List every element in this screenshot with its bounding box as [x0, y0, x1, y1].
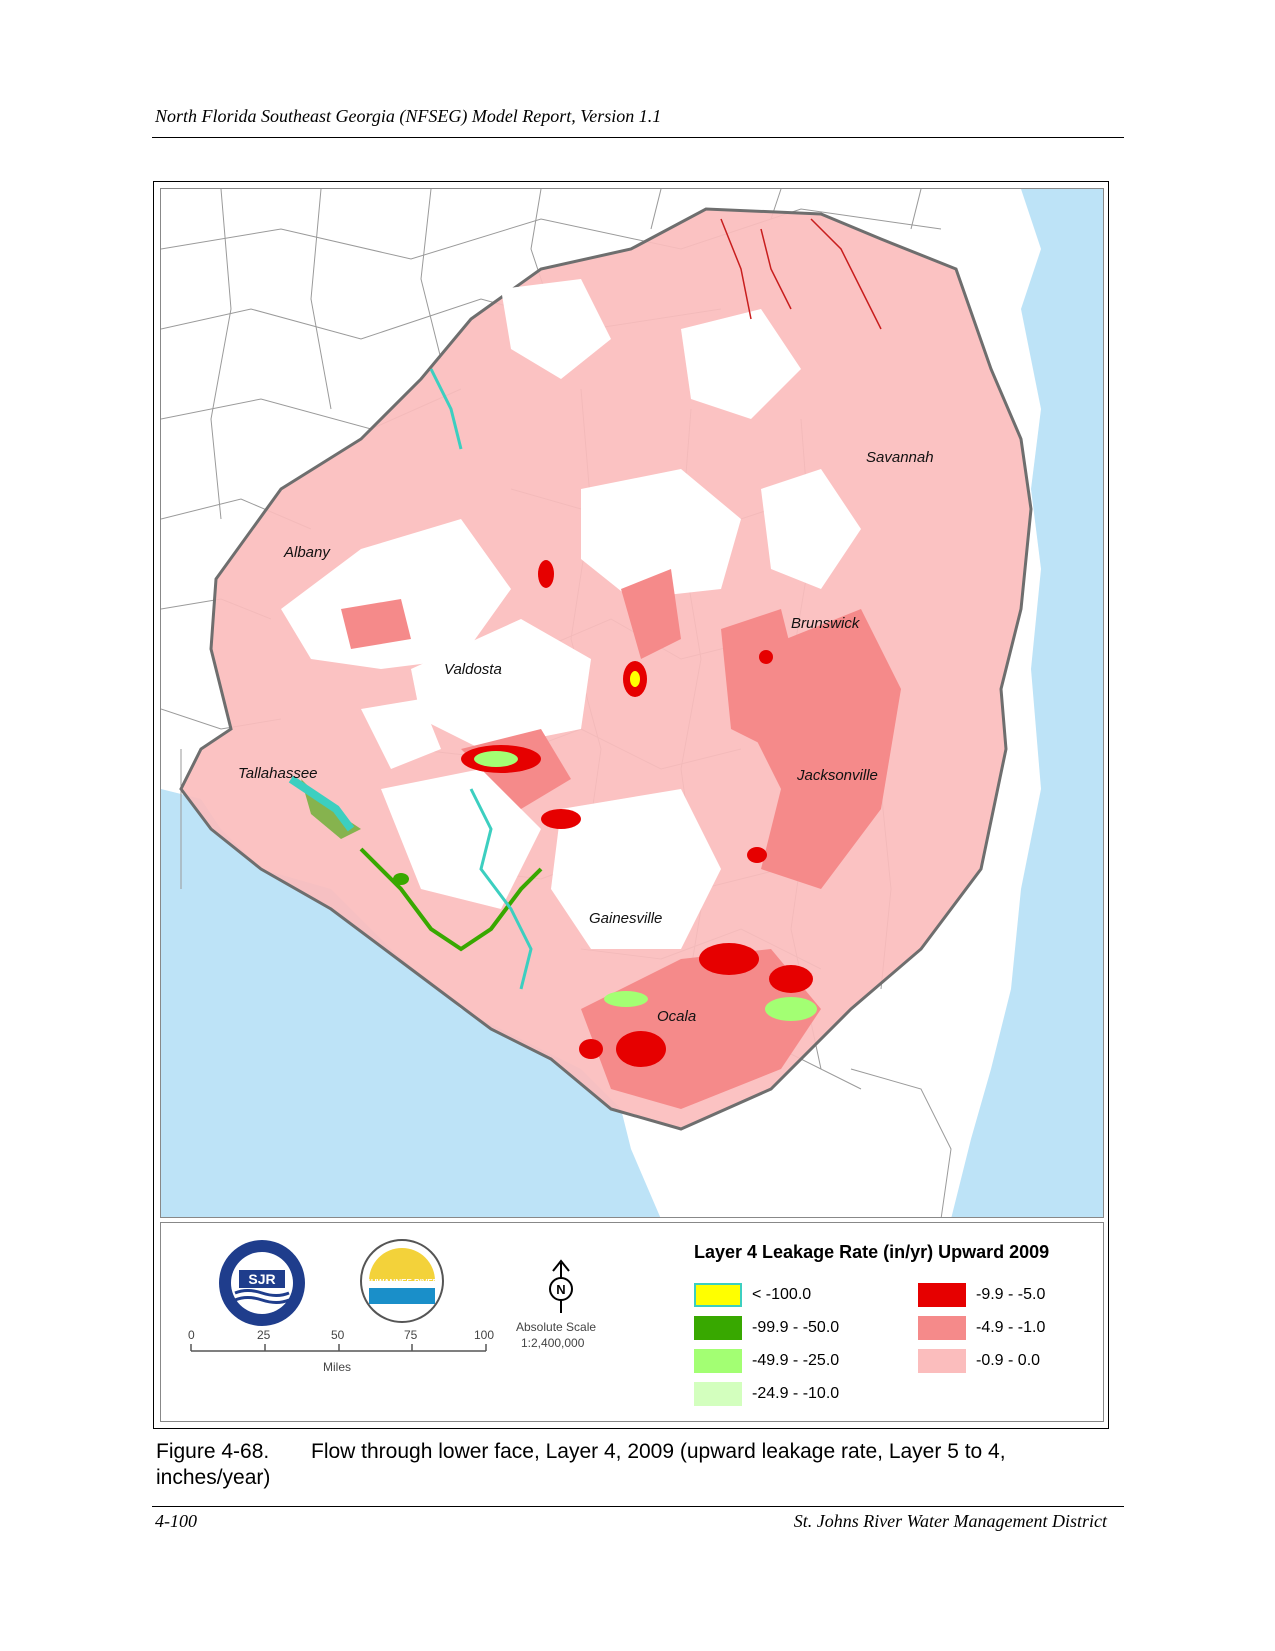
city-label-ocala: Ocala: [657, 1008, 697, 1025]
model-domain: [179, 207, 1033, 1131]
footer-organization: St. Johns River Water Management Distric…: [793, 1511, 1107, 1531]
svg-text:N: N: [556, 1282, 565, 1297]
gulf-of-mexico: [161, 789, 661, 1217]
svg-text:SJR: SJR: [248, 1271, 275, 1287]
scale-tick-0: 0: [188, 1328, 195, 1342]
legend-swatch: [694, 1382, 742, 1406]
legend-label: -4.9 - -1.0: [976, 1319, 1046, 1336]
city-label-brunswick: Brunswick: [791, 615, 860, 632]
legend-item: < -100.0: [694, 1282, 811, 1308]
city-label-albany: Albany: [284, 544, 330, 561]
legend-panel: SJR SUWANNEE RIVER 0 25 50 75 100 Miles …: [160, 1222, 1104, 1422]
city-label-valdosta: Valdosta: [444, 661, 502, 678]
legend-item: -24.9 - -10.0: [694, 1381, 839, 1407]
zero-leakage-areas: [281, 279, 861, 949]
footer-rule: [152, 1506, 1124, 1507]
north-arrow-icon: N: [549, 1259, 573, 1313]
leakage-map: [161, 189, 1103, 1217]
atlantic-ocean: [951, 189, 1103, 1217]
sjr-logo: SJR: [219, 1240, 305, 1326]
city-label-jacksonville: Jacksonville: [797, 767, 878, 784]
legend-swatch: [694, 1316, 742, 1340]
legend-item: -4.9 - -1.0: [918, 1315, 1045, 1341]
scale-tick-25: 25: [257, 1328, 271, 1342]
legend-swatch: [694, 1349, 742, 1373]
legend-label: -99.9 - -50.0: [752, 1319, 840, 1336]
suwannee-logo: SUWANNEE RIVER: [360, 1239, 444, 1323]
legend-item: -9.9 - -5.0: [918, 1282, 1045, 1308]
scale-tick-50: 50: [331, 1328, 345, 1342]
figure-frame: [153, 181, 1109, 1429]
caption-text: Flow through lower face, Layer 4, 2009 (…: [156, 1440, 1006, 1489]
rivers: [720, 218, 882, 330]
legend-label: < -100.0: [752, 1286, 812, 1303]
scale-tick-100: 100: [474, 1328, 495, 1342]
figure-caption: Figure 4-68. Flow through lower face, Lay…: [156, 1439, 1116, 1491]
legend-swatch: [918, 1316, 966, 1340]
header-rule: [152, 137, 1124, 138]
legend-item: -99.9 - -50.0: [694, 1315, 839, 1341]
legend-swatch: [918, 1349, 966, 1373]
scale-tick-75: 75: [404, 1328, 418, 1342]
legend-label: -49.9 - -25.0: [752, 1352, 840, 1369]
negative-leakage-areas: [288, 368, 817, 1021]
absolute-scale-ratio: 1:2,400,000: [521, 1336, 585, 1350]
legend-item: -49.9 - -25.0: [694, 1348, 839, 1374]
legend-label: -9.9 - -5.0: [976, 1286, 1046, 1303]
absolute-scale-label: Absolute Scale: [516, 1320, 597, 1334]
legend-label: -0.9 - 0.0: [976, 1352, 1041, 1369]
svg-text:SUWANNEE RIVER: SUWANNEE RIVER: [366, 1278, 439, 1287]
city-label-tallahassee: Tallahassee: [238, 765, 318, 782]
map-panel: Savannah Albany Brunswick Valdosta Talla…: [160, 188, 1104, 1218]
figure-number: Figure 4-68.: [156, 1440, 270, 1463]
legend-swatch: [918, 1283, 966, 1307]
scale-bar: [190, 1344, 487, 1352]
legend-title: Layer 4 Leakage Rate (in/yr) Upward 2009: [694, 1242, 1050, 1262]
legend-swatch: [694, 1283, 742, 1307]
city-label-savannah: Savannah: [866, 449, 934, 466]
city-label-gainesville: Gainesville: [589, 910, 663, 927]
page-number: 4-100: [155, 1511, 197, 1531]
report-header-title: North Florida Southeast Georgia (NFSEG) …: [155, 106, 662, 126]
scale-unit: Miles: [323, 1360, 352, 1374]
legend-item: -0.9 - 0.0: [918, 1348, 1040, 1374]
legend-label: -24.9 - -10.0: [752, 1385, 840, 1402]
